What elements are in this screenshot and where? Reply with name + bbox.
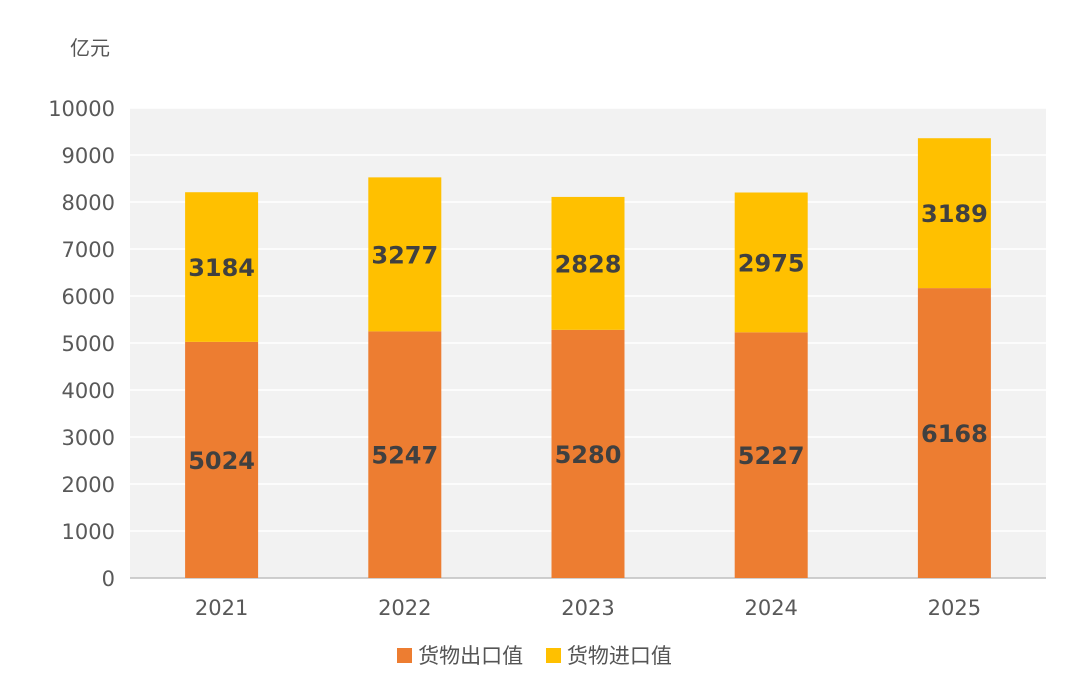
- data-label-import-2022: 3277: [371, 241, 438, 269]
- y-tick-label: 6000: [62, 285, 115, 309]
- data-label-export-2025: 6168: [921, 420, 988, 448]
- bar-export-2023: [551, 329, 625, 578]
- legend-label-export: 货物出口值: [418, 644, 524, 668]
- y-tick-label: 8000: [62, 191, 115, 215]
- bar-import-2022: [368, 177, 442, 332]
- legend-swatch-import: [545, 647, 561, 663]
- y-tick-label: 2000: [62, 473, 115, 497]
- data-label-export-2021: 5024: [188, 447, 255, 475]
- data-label-import-2023: 2828: [555, 250, 622, 278]
- x-tick-label: 2025: [928, 596, 981, 620]
- bar-export-2024: [734, 332, 808, 578]
- legend-item-export[interactable]: 货物出口值: [397, 640, 523, 670]
- x-tick-label: 2021: [195, 596, 248, 620]
- y-tick-label: 1000: [62, 520, 115, 544]
- legend-label-import: 货物进口值: [566, 644, 672, 668]
- data-label-export-2024: 5227: [738, 442, 805, 470]
- legend-swatch-export: [397, 647, 413, 663]
- legend-item-import[interactable]: 货物进口值: [545, 640, 672, 670]
- bar-import-2021: [185, 192, 259, 342]
- bar-export-2025: [917, 288, 991, 578]
- x-tick-label: 2022: [378, 596, 431, 620]
- data-label-import-2025: 3189: [921, 200, 988, 228]
- y-tick-label: 10000: [48, 97, 115, 121]
- x-tick-label: 2024: [744, 596, 797, 620]
- chart-legend: 货物出口值 货物进口值: [0, 640, 1069, 670]
- bar-import-2023: [551, 196, 625, 330]
- y-tick-label: 3000: [62, 426, 115, 450]
- y-tick-label: 7000: [62, 238, 115, 262]
- y-tick-label: 5000: [62, 332, 115, 356]
- bar-import-2024: [734, 192, 808, 333]
- y-tick-label: 4000: [62, 379, 115, 403]
- data-label-import-2024: 2975: [738, 249, 805, 277]
- x-tick-label: 2023: [561, 596, 614, 620]
- bar-export-2022: [368, 331, 442, 578]
- bar-export-2021: [185, 341, 259, 578]
- data-label-export-2023: 5280: [555, 441, 622, 469]
- y-tick-label: 9000: [62, 144, 115, 168]
- bar-import-2025: [917, 138, 991, 289]
- data-label-export-2022: 5247: [371, 442, 438, 470]
- y-axis-unit-label: 亿元: [70, 36, 110, 60]
- data-label-import-2021: 3184: [188, 254, 255, 282]
- y-tick-label: 0: [102, 567, 115, 591]
